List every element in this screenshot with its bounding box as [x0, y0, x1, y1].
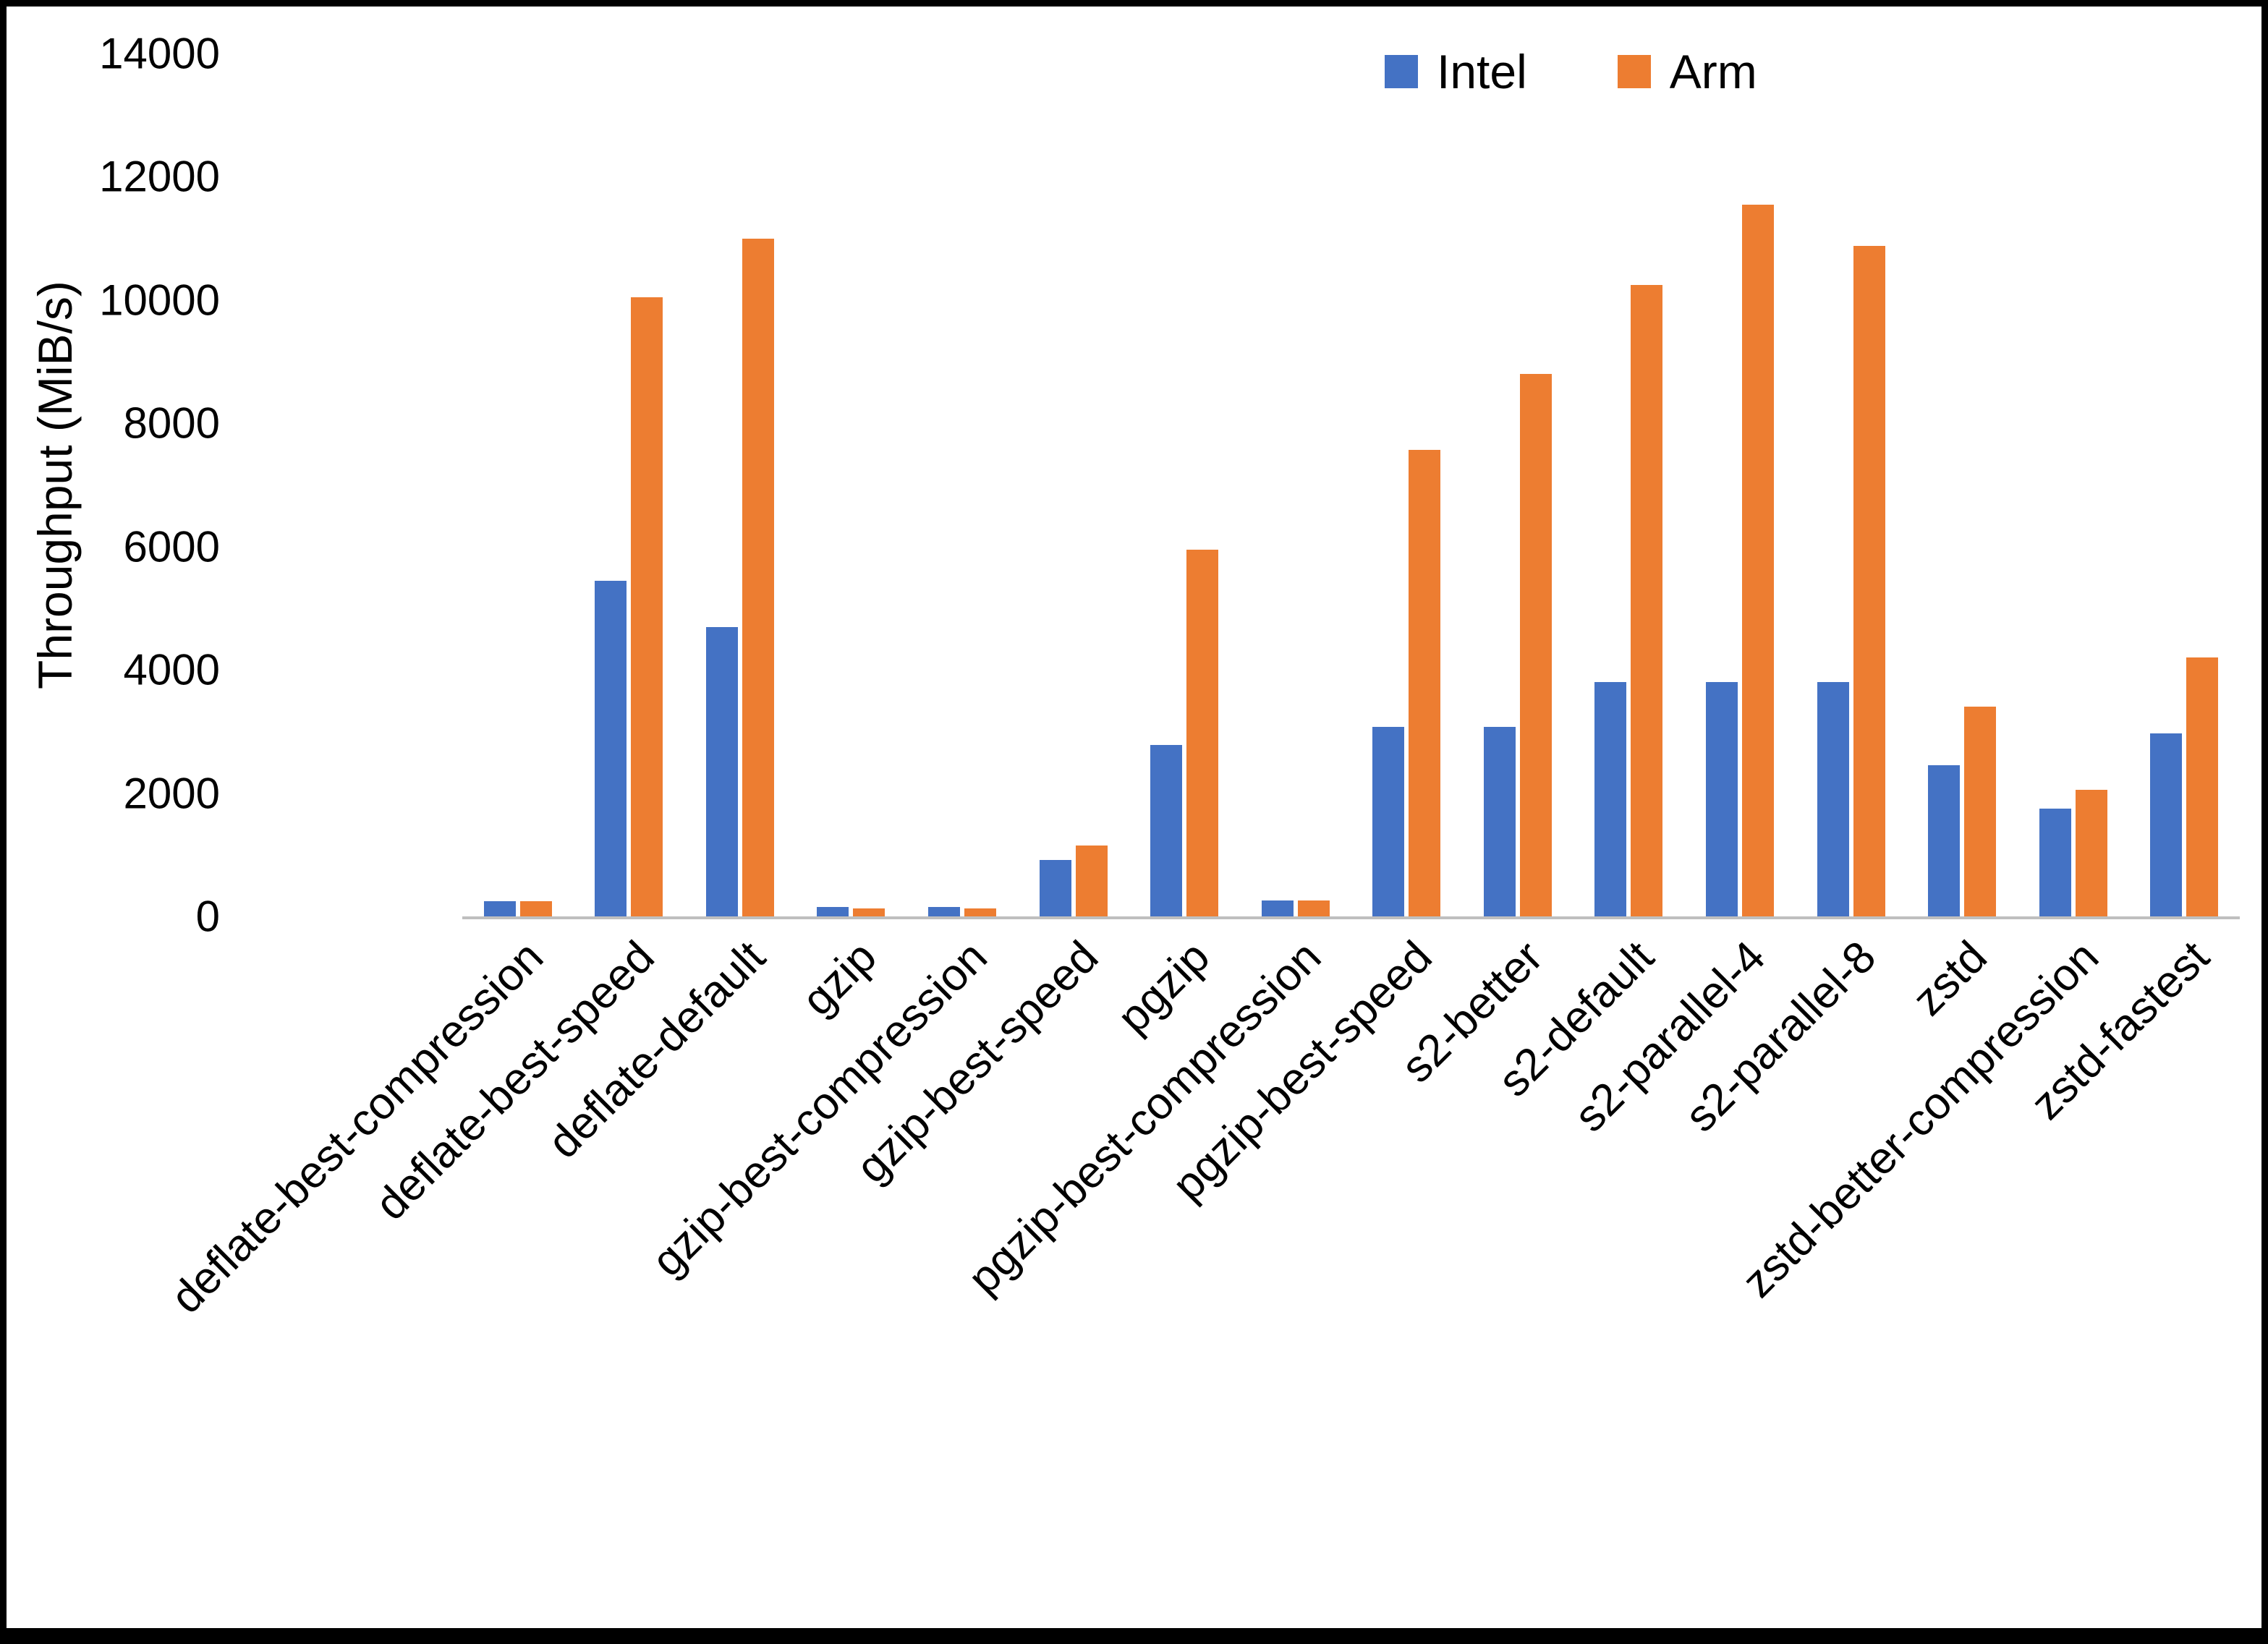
bar-arm [1741, 204, 1774, 916]
bar-arm [1409, 449, 1441, 916]
bar-intel [1372, 727, 1405, 916]
bar-group [1462, 54, 1573, 916]
bar-group [1129, 54, 1240, 916]
bar-intel [1261, 900, 1294, 916]
bar-intel [1817, 682, 1849, 916]
bar-intel [2150, 733, 2183, 916]
bar-group [1240, 54, 1351, 916]
y-axis-tick: 14000 [99, 29, 220, 78]
legend-item-intel: Intel [1385, 44, 1527, 99]
legend: Intel Arm [1385, 44, 1757, 99]
x-axis-label-slot: zstd-fastest [2021, 921, 2240, 1470]
bar-intel [1483, 726, 1516, 916]
y-axis-tick: 2000 [123, 769, 220, 818]
legend-swatch-intel [1385, 55, 1418, 88]
plot-area [462, 54, 2240, 919]
bar-group [684, 54, 796, 916]
legend-label: Arm [1669, 45, 1757, 98]
bar-intel [705, 626, 738, 916]
bar-arm [1964, 707, 1997, 916]
bar-group [1906, 54, 2018, 916]
y-axis-tick: 4000 [123, 645, 220, 694]
y-axis-tick: 0 [195, 892, 220, 941]
bar-intel [1039, 859, 1071, 916]
y-axis-tick: 10000 [99, 276, 220, 325]
bar-group [906, 54, 1018, 916]
bar-arm [2075, 790, 2107, 916]
bar-intel [1705, 682, 1738, 916]
y-axis-tick: 12000 [99, 152, 220, 201]
bar-group [462, 54, 574, 916]
bar-arm [1186, 549, 1219, 916]
bar-intel [483, 900, 516, 916]
legend-item-arm: Arm [1617, 44, 1757, 99]
legend-label: Intel [1437, 45, 1527, 98]
bar-intel [2039, 808, 2071, 916]
x-axis-label: zstd [1903, 932, 1997, 1026]
bar-intel [1150, 745, 1183, 916]
bar-arm [1631, 284, 1663, 916]
x-axis-labels: deflate-best-compression deflate-best-spe… [161, 921, 2240, 1470]
bar-intel [1928, 765, 1961, 916]
bar-arm [853, 908, 885, 916]
bar-arm [1853, 245, 1885, 916]
bar-arm [964, 908, 997, 916]
bar-arm [631, 297, 663, 916]
y-axis-ticks: 0 2000 4000 6000 8000 10000 12000 14000 [79, 30, 220, 941]
y-axis-tick: 6000 [123, 522, 220, 571]
bar-group [1351, 54, 1463, 916]
bar-group [1684, 54, 1796, 916]
bar-group [1573, 54, 1685, 916]
bar-arm [1075, 846, 1108, 916]
bar-arm [1519, 374, 1552, 916]
y-axis-tick: 8000 [123, 399, 220, 448]
bar-group [796, 54, 907, 916]
bar-group [1796, 54, 1907, 916]
bar-arm [2186, 657, 2219, 916]
legend-swatch-arm [1617, 55, 1651, 88]
bar-group [2128, 54, 2240, 916]
bar-intel [817, 907, 849, 916]
bar-intel [928, 907, 961, 916]
x-axis-label: gzip [792, 932, 886, 1026]
bar-arm [742, 238, 774, 916]
bar-group [1018, 54, 1129, 916]
bar-arm [519, 900, 552, 916]
y-axis-title: Throughput (MiB/s) [28, 281, 82, 689]
bar-intel [1594, 682, 1627, 916]
bar-arm [1297, 900, 1330, 916]
bar-group [574, 54, 685, 916]
bar-intel [595, 580, 627, 916]
bar-group [2018, 54, 2129, 916]
